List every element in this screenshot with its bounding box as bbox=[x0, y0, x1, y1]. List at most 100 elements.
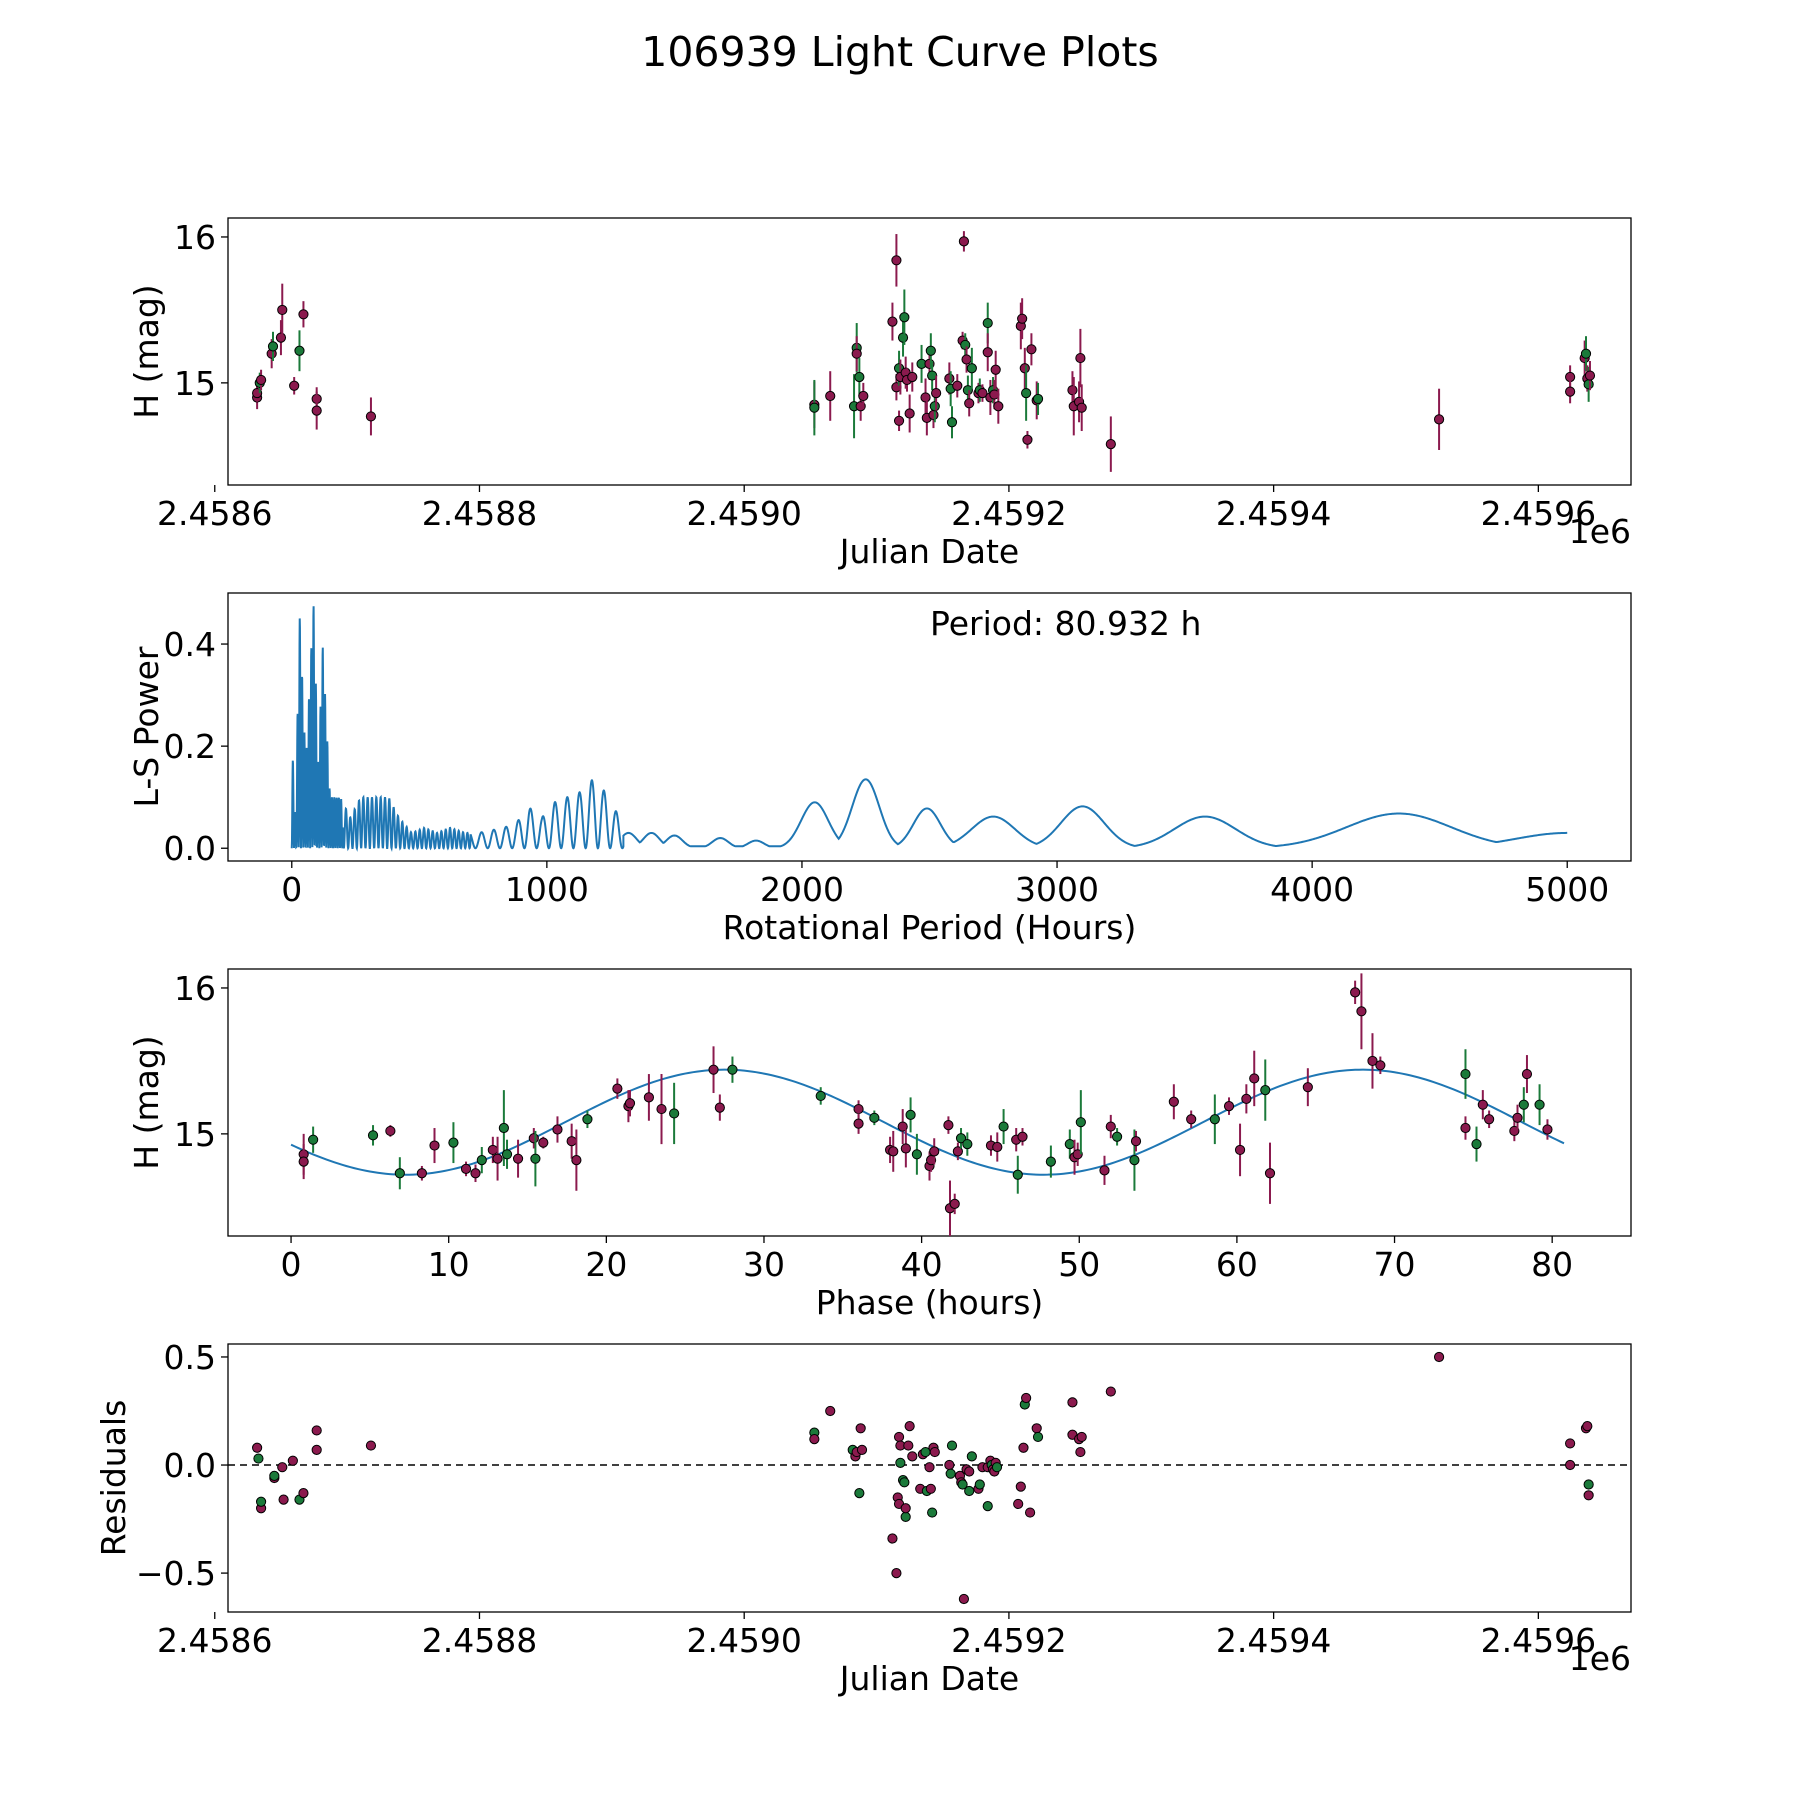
data-point-purple bbox=[925, 1483, 936, 1494]
data-point-green bbox=[669, 1108, 680, 1119]
data-point-purple bbox=[1375, 1060, 1386, 1071]
x-tick-label: 20 bbox=[585, 1245, 627, 1284]
data-point-purple bbox=[825, 390, 836, 402]
plot-area bbox=[290, 606, 1568, 853]
x-tick-label: 2.4590 bbox=[686, 1621, 801, 1660]
data-point-purple bbox=[1076, 402, 1087, 413]
data-point-purple bbox=[1264, 1168, 1276, 1179]
data-point-green bbox=[1209, 1114, 1220, 1125]
x-tick-label: 2.4592 bbox=[951, 1621, 1066, 1660]
data-point-green bbox=[1111, 1131, 1123, 1142]
data-point-purple bbox=[1013, 1498, 1024, 1510]
data-point-green bbox=[1580, 348, 1592, 359]
data-point-purple bbox=[1099, 1165, 1110, 1176]
x-tick-label: 10 bbox=[428, 1245, 470, 1284]
data-point-purple bbox=[1512, 1112, 1523, 1123]
data-point-purple bbox=[571, 1155, 582, 1166]
data-point-purple bbox=[893, 415, 905, 426]
data-point-green bbox=[899, 312, 910, 323]
x-tick-label: 0 bbox=[281, 1245, 302, 1284]
data-point-purple bbox=[1350, 987, 1361, 998]
data-point-purple bbox=[904, 408, 915, 419]
data-point-green bbox=[925, 345, 936, 356]
data-point-purple bbox=[1021, 1392, 1032, 1404]
x-tick-label: 1000 bbox=[505, 870, 589, 909]
data-point-green bbox=[1075, 1117, 1086, 1128]
x-tick-label: 2.4588 bbox=[422, 1621, 537, 1660]
data-point-purple bbox=[252, 1442, 263, 1453]
data-point-purple bbox=[1367, 1055, 1378, 1067]
y-tick-label: 15 bbox=[174, 1115, 216, 1154]
data-point-green bbox=[998, 1121, 1009, 1132]
data-point-purple bbox=[920, 392, 931, 403]
data-point-purple bbox=[903, 1440, 914, 1451]
data-point-purple bbox=[1542, 1124, 1553, 1135]
data-point-purple bbox=[825, 1405, 836, 1417]
data-point-purple bbox=[887, 1533, 898, 1544]
x-tick-label: 2000 bbox=[760, 870, 844, 909]
data-point-green bbox=[1021, 387, 1032, 399]
data-point-purple bbox=[298, 309, 309, 320]
data-point-purple bbox=[990, 364, 1001, 375]
data-point-purple bbox=[365, 411, 377, 422]
data-point-purple bbox=[275, 332, 287, 343]
data-point-purple bbox=[1223, 1101, 1235, 1112]
data-point-purple bbox=[492, 1153, 503, 1164]
data-point-green bbox=[982, 1500, 993, 1512]
x-axis-label: Julian Date bbox=[838, 1659, 1020, 1698]
x-tick-label: 40 bbox=[901, 1245, 943, 1284]
data-point-green bbox=[1129, 1155, 1140, 1166]
y-tick-label: 0.0 bbox=[164, 1446, 216, 1485]
data-point-green bbox=[253, 1453, 264, 1464]
data-point-green bbox=[899, 1477, 910, 1488]
data-point-purple bbox=[714, 1102, 725, 1113]
data-point-purple bbox=[1017, 313, 1028, 324]
data-point-purple bbox=[1067, 385, 1078, 396]
data-point-green bbox=[1012, 1169, 1023, 1180]
data-point-purple bbox=[1075, 352, 1086, 364]
data-point-purple bbox=[277, 304, 288, 316]
plot-frame bbox=[227, 968, 1632, 1237]
data-point-green bbox=[966, 363, 977, 374]
data-point-purple bbox=[298, 1156, 309, 1167]
data-point-green bbox=[255, 1496, 267, 1507]
data-point-purple bbox=[385, 1125, 396, 1137]
data-point-purple bbox=[298, 1488, 309, 1499]
data-point-green bbox=[962, 1138, 973, 1150]
data-point-green bbox=[308, 1134, 319, 1145]
data-point-green bbox=[1583, 1479, 1594, 1490]
data-point-purple bbox=[907, 1451, 918, 1462]
data-point-purple bbox=[977, 387, 988, 399]
data-point-green bbox=[476, 1155, 487, 1166]
x-offset-label: 1e6 bbox=[1569, 512, 1631, 551]
data-point-green bbox=[367, 1130, 379, 1141]
x-tick-label: 50 bbox=[1058, 1245, 1100, 1284]
data-point-purple bbox=[287, 1455, 298, 1466]
data-point-purple bbox=[487, 1144, 498, 1156]
data-point-purple bbox=[538, 1137, 549, 1148]
data-point-purple bbox=[278, 1494, 289, 1505]
data-point-purple bbox=[1433, 1351, 1445, 1363]
data-point-purple bbox=[1019, 363, 1030, 374]
y-axis-label: Residuals bbox=[94, 1400, 133, 1557]
x-tick-label: 3000 bbox=[1015, 870, 1099, 909]
data-point-green bbox=[1460, 1068, 1471, 1080]
data-point-purple bbox=[429, 1140, 440, 1151]
data-point-purple bbox=[311, 1425, 322, 1436]
data-point-purple bbox=[1168, 1096, 1179, 1107]
y-tick-label: −0.5 bbox=[136, 1554, 216, 1593]
data-point-purple bbox=[958, 236, 970, 247]
data-point-purple bbox=[1234, 1144, 1246, 1156]
data-point-purple bbox=[931, 387, 942, 399]
data-point-purple bbox=[891, 1567, 902, 1579]
data-point-purple bbox=[365, 1440, 377, 1451]
data-point-green bbox=[1534, 1099, 1545, 1110]
data-point-purple bbox=[311, 405, 322, 416]
data-point-purple bbox=[1433, 414, 1445, 425]
data-point-green bbox=[448, 1137, 459, 1148]
data-point-purple bbox=[1565, 1459, 1576, 1471]
data-point-purple bbox=[1565, 1438, 1576, 1449]
data-point-green bbox=[530, 1153, 541, 1164]
y-tick-label: 0.0 bbox=[164, 829, 216, 868]
